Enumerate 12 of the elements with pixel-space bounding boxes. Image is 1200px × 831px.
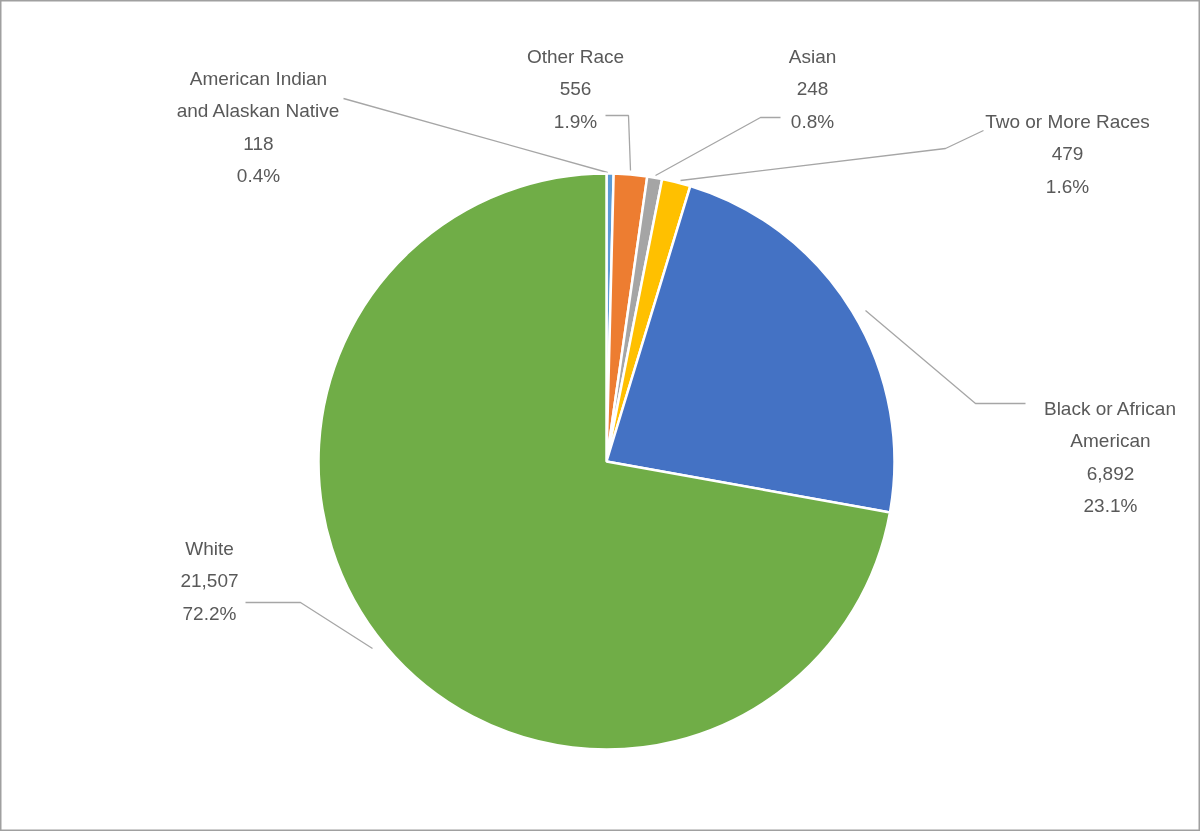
slice-label: American Indian and Alaskan Native	[176, 67, 340, 122]
data-label: 6,892 23.1%	[1083, 462, 1138, 517]
data-label: 21,507 72.2%	[180, 570, 239, 624]
data-label: 556 1.9%	[553, 78, 598, 132]
slice-label: Two or More Races	[985, 110, 1150, 132]
slice-label: Black or African American	[1043, 397, 1176, 452]
data-label: 479 1.6%	[1045, 143, 1090, 197]
slice-label: Other Race	[526, 45, 625, 67]
slice-label: Asian	[788, 45, 837, 67]
data-label: 118 0.4%	[236, 132, 281, 187]
data-label: 248 0.8%	[790, 78, 835, 132]
slice-label: White	[185, 537, 234, 559]
